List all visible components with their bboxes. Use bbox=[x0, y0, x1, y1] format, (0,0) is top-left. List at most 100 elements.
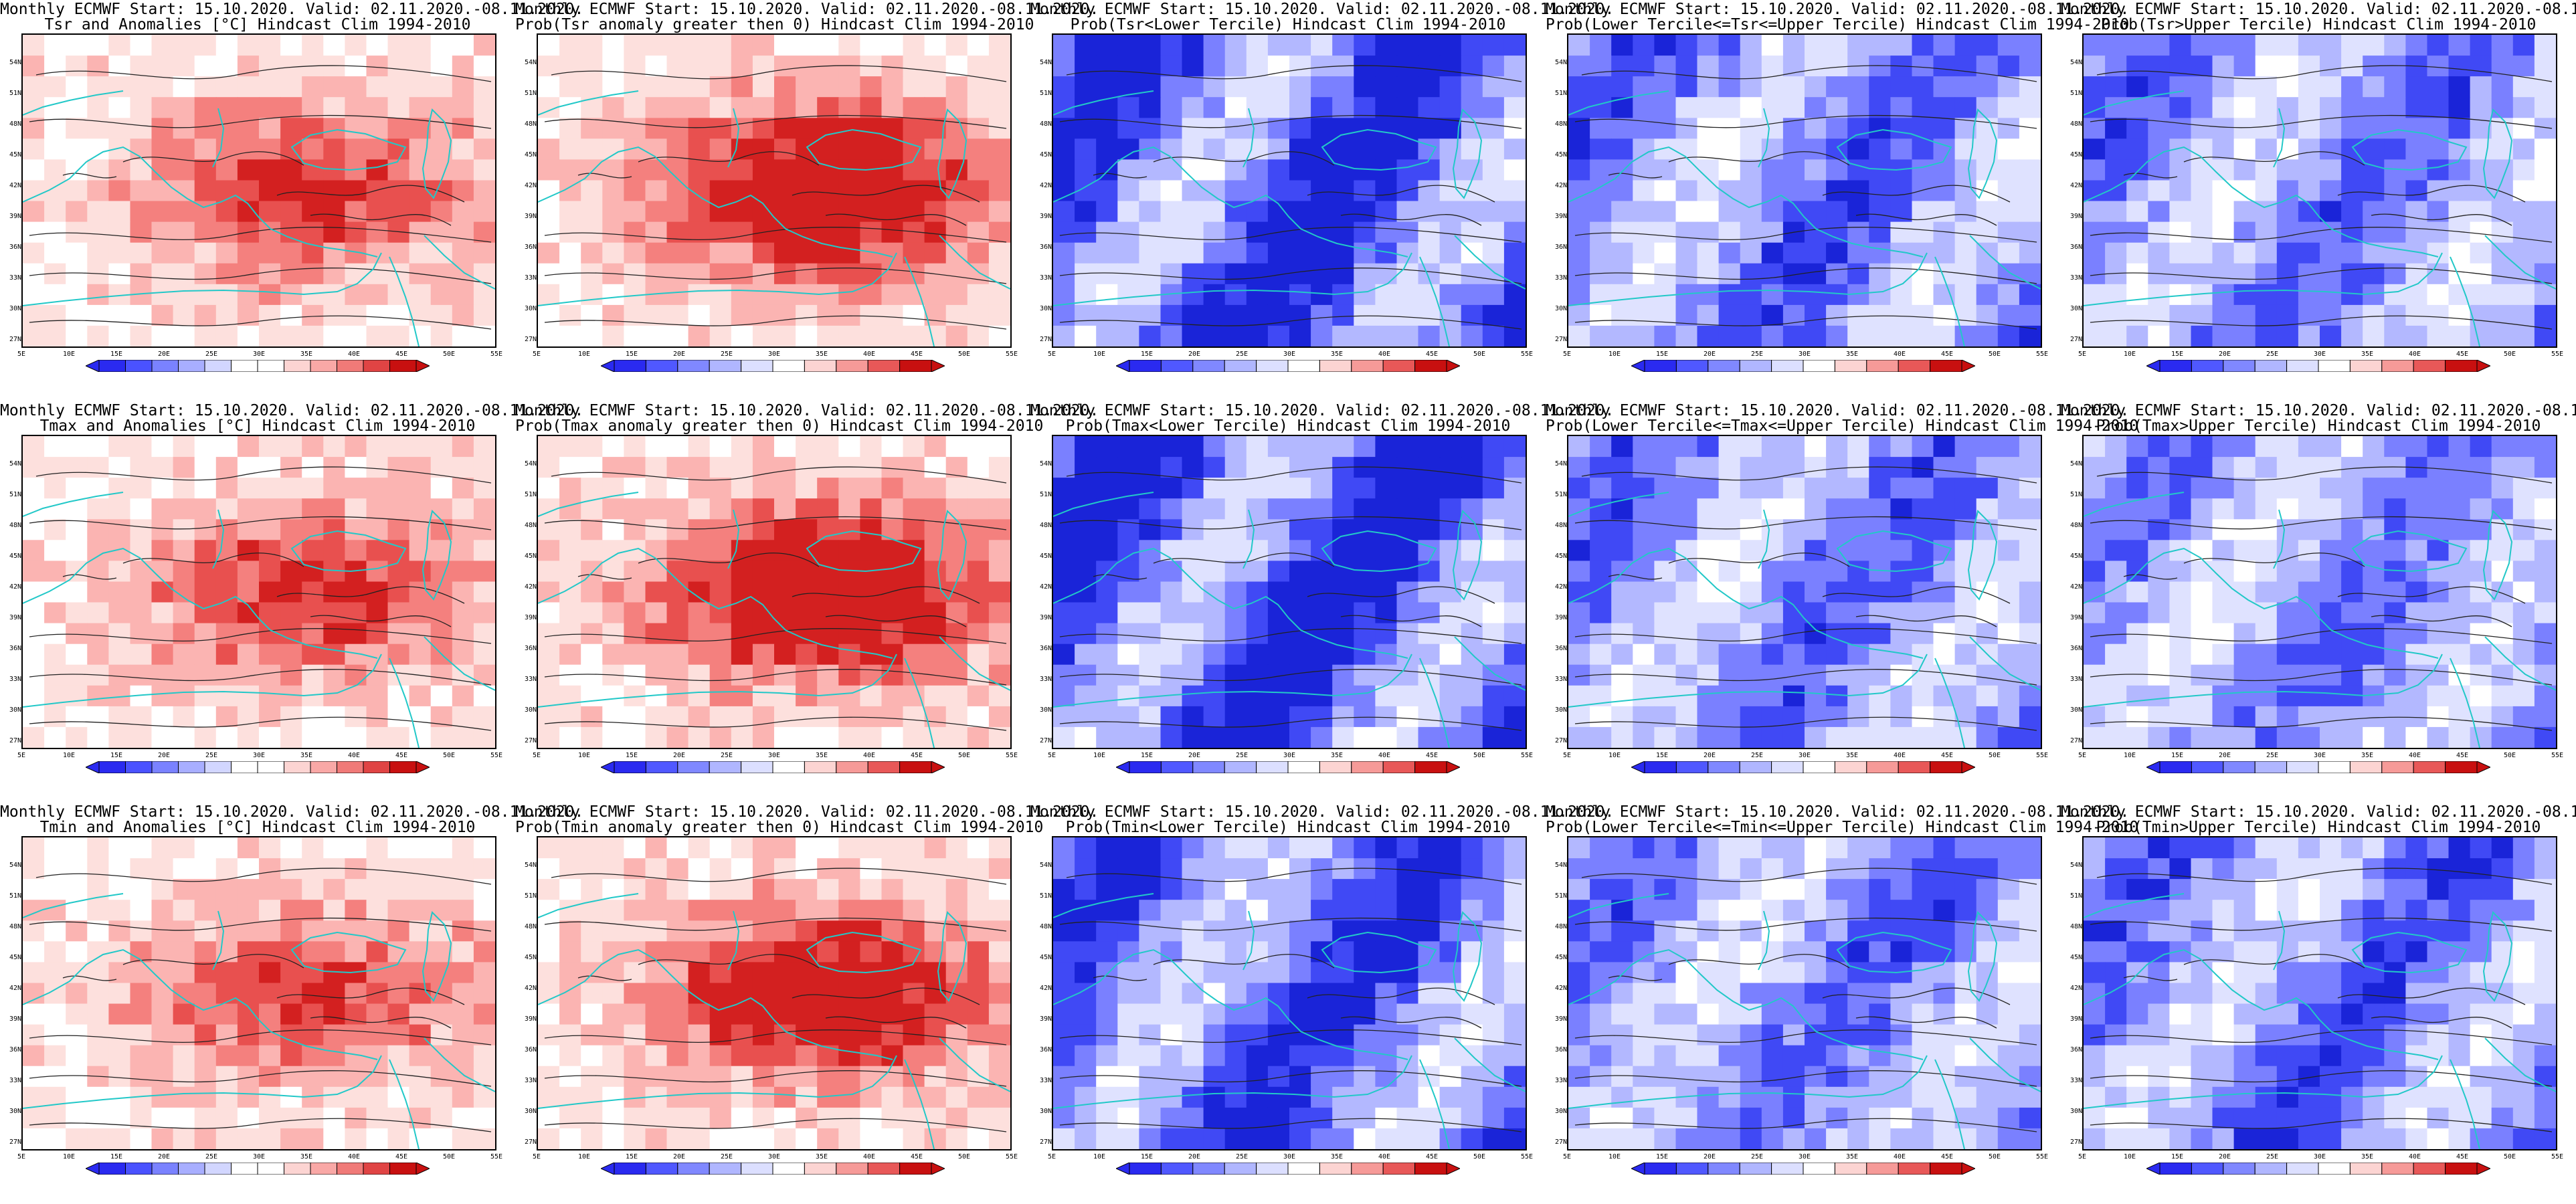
shaded-cell bbox=[130, 436, 153, 458]
shaded-cell bbox=[387, 664, 410, 686]
shaded-cell bbox=[1418, 900, 1441, 921]
longitude-label: 20E bbox=[157, 1153, 171, 1161]
shaded-cell bbox=[538, 941, 560, 963]
map-frame bbox=[1052, 33, 1527, 348]
longitude-label: 25E bbox=[1750, 752, 1764, 759]
shaded-cell bbox=[624, 97, 646, 118]
shaded-cell bbox=[1053, 1086, 1075, 1108]
longitude-label: 10E bbox=[62, 752, 76, 759]
shaded-cell bbox=[1611, 221, 1633, 243]
shaded-cell bbox=[2470, 159, 2492, 181]
shaded-cell bbox=[237, 180, 260, 202]
isoline bbox=[1574, 716, 2037, 731]
shaded-cell bbox=[688, 118, 711, 139]
shaded-cell bbox=[1654, 221, 1677, 243]
shaded-cell bbox=[194, 304, 217, 326]
shaded-cell bbox=[1997, 664, 2020, 686]
shaded-cell bbox=[237, 879, 260, 900]
shaded-cell bbox=[23, 1086, 45, 1108]
colorbar-segment bbox=[1192, 360, 1225, 372]
shaded-cell bbox=[945, 56, 968, 77]
shaded-cell bbox=[1503, 242, 1526, 264]
shaded-cell bbox=[2255, 457, 2278, 478]
shaded-cell bbox=[666, 180, 689, 202]
shaded-cell bbox=[709, 1066, 732, 1088]
shaded-cell bbox=[2255, 685, 2278, 707]
shaded-cell bbox=[1139, 581, 1162, 603]
shaded-cell bbox=[1718, 726, 1741, 748]
shaded-cell bbox=[2148, 726, 2170, 748]
shaded-cell bbox=[473, 623, 495, 645]
shaded-cell bbox=[1976, 685, 1999, 707]
shaded-cell bbox=[988, 519, 1010, 540]
shaded-cell bbox=[387, 138, 410, 160]
shaded-cell bbox=[1182, 540, 1204, 561]
latitude-label: 54N bbox=[524, 862, 537, 869]
shaded-cell bbox=[945, 623, 968, 645]
shaded-cell bbox=[280, 180, 302, 202]
shaded-cell bbox=[366, 56, 389, 77]
shaded-cell bbox=[581, 478, 603, 499]
shaded-cell bbox=[645, 1066, 668, 1088]
shaded-cell bbox=[1997, 519, 2020, 540]
shaded-cell bbox=[860, 519, 883, 540]
shaded-cell bbox=[2512, 643, 2535, 666]
isoline bbox=[1059, 227, 1522, 243]
shaded-cell bbox=[1246, 1066, 1269, 1088]
shaded-cell bbox=[280, 118, 302, 139]
shaded-cell bbox=[1418, 941, 1441, 963]
shaded-cell bbox=[1203, 858, 1226, 880]
shaded-cell bbox=[1289, 837, 1311, 859]
shaded-cell bbox=[2233, 726, 2256, 748]
shaded-cell bbox=[967, 284, 990, 306]
shaded-cell bbox=[2126, 118, 2148, 139]
shaded-cell bbox=[2448, 325, 2471, 346]
shaded-cell bbox=[1847, 118, 1869, 139]
colorbar-segment bbox=[709, 761, 742, 773]
shaded-cell bbox=[1718, 56, 1741, 77]
shaded-cell bbox=[66, 962, 88, 984]
shaded-cell bbox=[1805, 540, 1827, 561]
latitude-label: 54N bbox=[9, 59, 21, 66]
shaded-cell bbox=[1976, 180, 1999, 202]
shaded-cell bbox=[1976, 436, 1999, 458]
shaded-cell bbox=[1354, 685, 1376, 707]
shaded-cell bbox=[1160, 1066, 1183, 1088]
shaded-cell bbox=[1203, 879, 1226, 900]
shaded-cell bbox=[817, 159, 839, 181]
shaded-cell bbox=[108, 221, 131, 243]
shaded-cell bbox=[967, 1086, 990, 1108]
shaded-cell bbox=[645, 118, 668, 139]
shaded-cell bbox=[2212, 138, 2235, 160]
coastline bbox=[23, 492, 124, 517]
latitude-label: 30N bbox=[1554, 706, 1567, 714]
shaded-cell bbox=[2255, 304, 2278, 326]
shaded-cell bbox=[2470, 304, 2492, 326]
shaded-cell bbox=[66, 664, 88, 686]
panel-title-line2: Tmin and Anomalies [°C] Hindcast Clim 19… bbox=[39, 819, 476, 836]
colorbar-arrow-left bbox=[1116, 761, 1130, 773]
shaded-cell bbox=[988, 623, 1010, 645]
shaded-cell bbox=[581, 920, 603, 942]
shaded-cell bbox=[430, 1003, 453, 1025]
shaded-cell bbox=[1160, 180, 1183, 202]
isoline bbox=[1153, 553, 1335, 567]
shaded-cell bbox=[151, 941, 174, 963]
longitude-label: 40E bbox=[862, 350, 876, 358]
shaded-cell bbox=[1117, 1003, 1139, 1025]
shaded-cell bbox=[2491, 498, 2514, 520]
shaded-cell bbox=[387, 304, 410, 326]
coastline bbox=[904, 658, 935, 748]
shaded-cell bbox=[23, 581, 45, 603]
shaded-cell bbox=[1590, 498, 1612, 520]
shaded-cell bbox=[688, 561, 711, 583]
shaded-cell bbox=[1611, 263, 1633, 285]
shaded-cell bbox=[366, 35, 389, 56]
coastline bbox=[1053, 654, 1412, 708]
shaded-cell bbox=[194, 623, 217, 645]
shaded-cell bbox=[1482, 118, 1505, 139]
shaded-cell bbox=[2148, 304, 2170, 326]
shaded-cell bbox=[2084, 457, 2106, 478]
longitude-label: 45E bbox=[395, 350, 408, 358]
shaded-cell bbox=[688, 201, 711, 223]
